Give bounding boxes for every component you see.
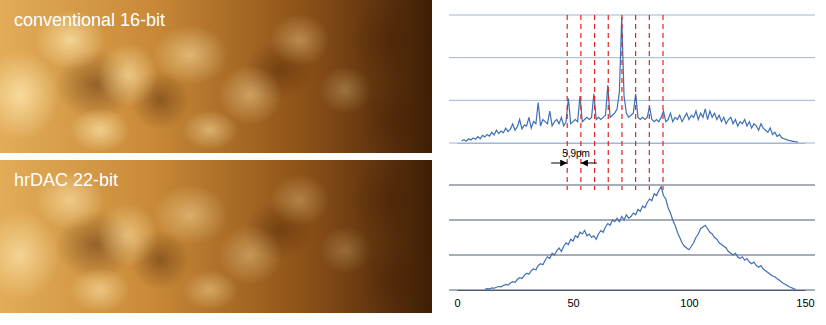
image-blob [270, 14, 330, 66]
image-shade [350, 0, 430, 80]
profile-line [485, 187, 796, 290]
image-blob [152, 185, 228, 245]
dashed-marker [580, 15, 581, 190]
tick-label: 100 [680, 297, 698, 309]
image-blob [70, 108, 130, 152]
annotation-arrow [551, 163, 567, 164]
plot-area [485, 187, 796, 290]
lattice-markers [567, 15, 663, 190]
grid-line [449, 15, 815, 16]
dashed-marker [662, 15, 663, 190]
figure: conventional 16-bit hrDAC 22-bit 5,9pm 0 50 1… [0, 0, 826, 325]
plot-area [462, 17, 798, 142]
grid [449, 185, 815, 290]
dashed-marker [649, 15, 650, 190]
image-content [0, 160, 432, 313]
grid-line [449, 57, 815, 58]
dashed-marker [621, 15, 622, 190]
image-label: hrDAC 22-bit [14, 170, 118, 190]
image-blob [98, 203, 158, 267]
tick: 0 [454, 290, 460, 309]
grid-line [449, 143, 815, 144]
tick: 150 [796, 290, 814, 309]
tick: 100 [680, 290, 698, 309]
x-axis: 0 50 100 150 [454, 290, 814, 309]
image-label: conventional 16-bit [14, 10, 165, 30]
dashed-marker [635, 15, 636, 190]
dashed-marker [594, 15, 595, 190]
dashed-marker [567, 15, 568, 190]
image-shade [360, 85, 432, 153]
annotation-arrow [581, 163, 597, 164]
axis-line [458, 290, 806, 291]
image-blob [98, 43, 158, 107]
image-blob [182, 110, 238, 150]
tick-label: 0 [454, 297, 460, 309]
grid-line [449, 255, 815, 256]
image-shade [360, 245, 432, 313]
image-blob [182, 270, 238, 310]
dashed-marker [608, 15, 609, 190]
x-axis [458, 143, 806, 144]
grid-line [449, 185, 815, 186]
image-blob [319, 226, 371, 274]
axis-line [458, 143, 806, 144]
tick: 50 [567, 290, 579, 309]
image-blob [70, 268, 130, 312]
grid [449, 15, 815, 143]
image-content [0, 0, 432, 153]
profile-chart: 5,9pm [449, 15, 815, 190]
grid-line [449, 100, 815, 101]
afm-image: hrDAC 22-bit [0, 160, 440, 315]
image-blob [270, 174, 330, 226]
tick-label: 150 [796, 297, 814, 309]
grid-line [449, 220, 815, 221]
tick-label: 50 [567, 297, 579, 309]
annotation-text: 5,9pm [562, 148, 590, 159]
image-blob [152, 25, 228, 85]
afm-image: conventional 16-bit [0, 0, 440, 155]
grid-line [449, 290, 815, 291]
image-blob [319, 66, 371, 114]
image-shade [350, 160, 430, 240]
profile-line [462, 17, 798, 142]
profile-chart: 0 50 100 150 [449, 185, 815, 309]
